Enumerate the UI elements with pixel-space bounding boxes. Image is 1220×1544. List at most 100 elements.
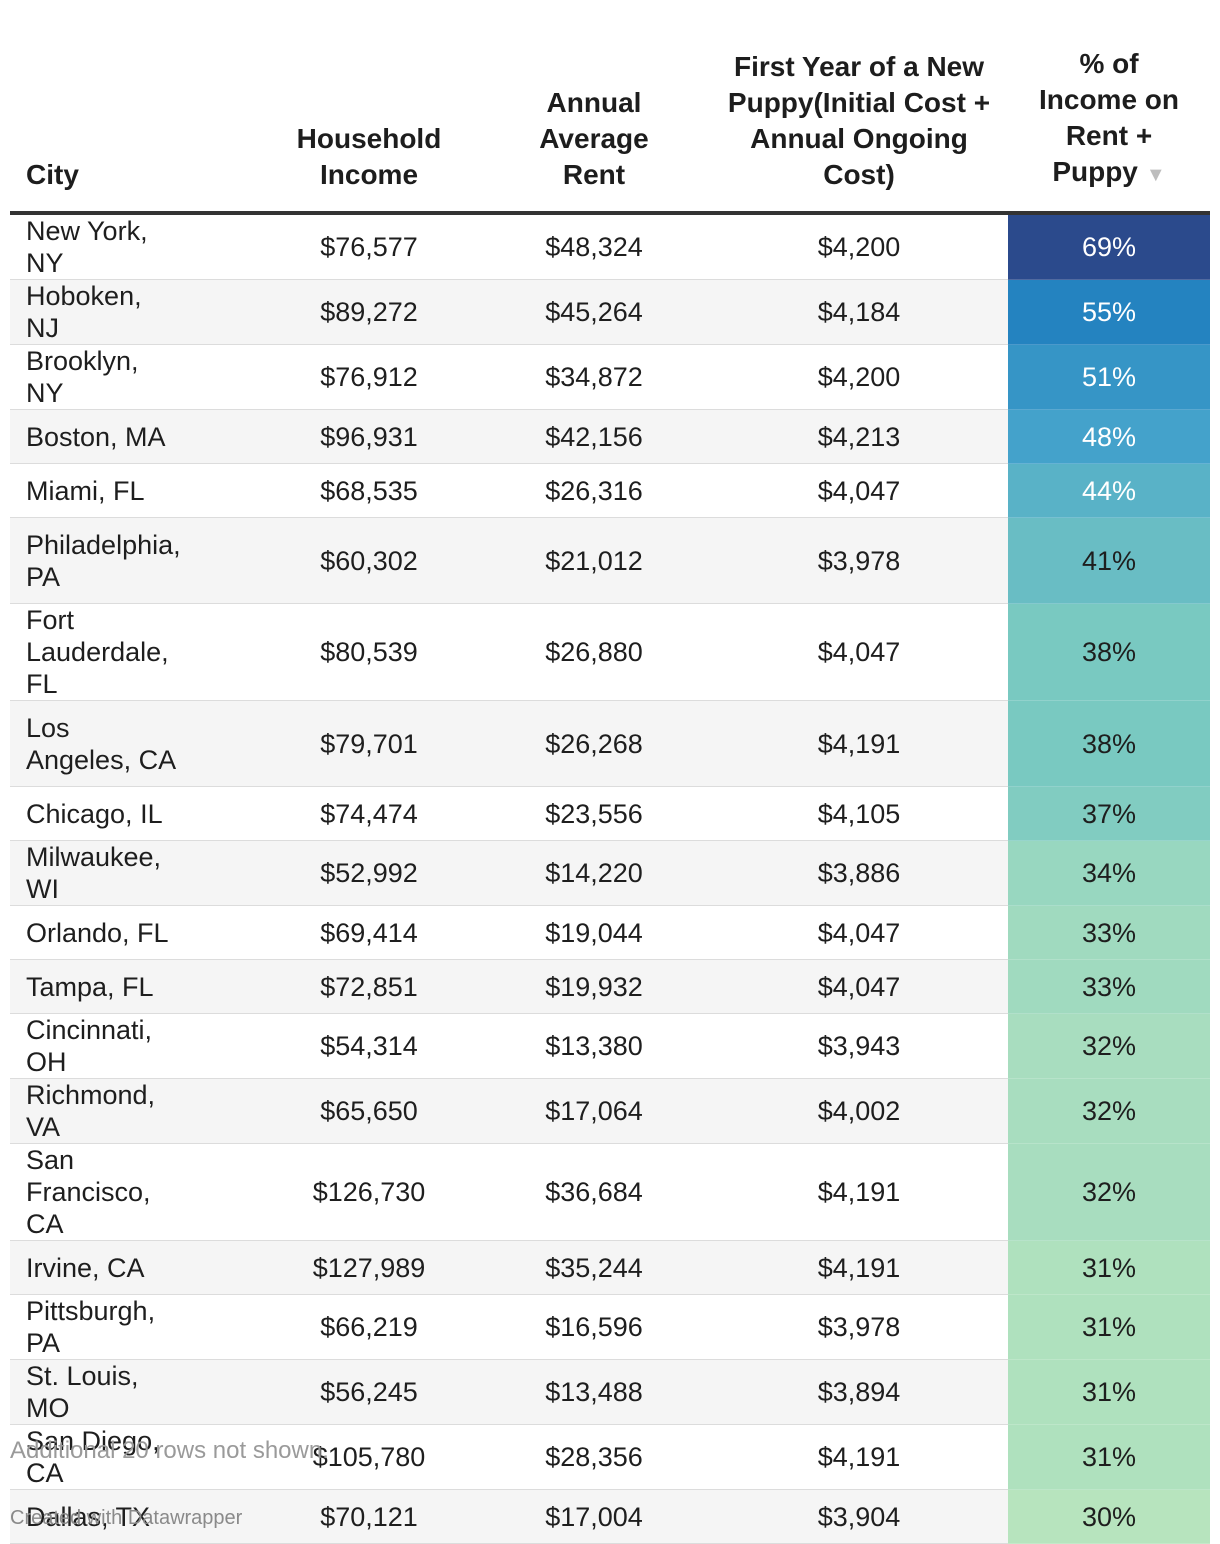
cell-pct-income: 51% [1008,344,1210,410]
table-row: Milwaukee, WI $52,992 $14,220 $3,886 34% [10,840,1210,906]
cell-annual-average-rent: $48,324 [478,213,710,280]
cell-first-year-puppy: $3,943 [710,1013,1008,1079]
cell-first-year-puppy: $4,047 [710,905,1008,960]
cell-first-year-puppy: $3,978 [710,517,1008,604]
cell-pct-income: 34% [1008,840,1210,906]
cell-first-year-puppy: $4,200 [710,344,1008,410]
cell-household-income: $105,780 [260,1424,478,1490]
cell-first-year-puppy: $4,191 [710,1240,1008,1295]
table-row: Richmond, VA $65,650 $17,064 $4,002 32% [10,1078,1210,1144]
cell-city: Irvine, CA [10,1240,260,1295]
column-header-first-year-puppy[interactable]: First Year of a New Puppy(Initial Cost +… [710,0,1008,215]
cell-pct-income: 41% [1008,517,1210,604]
table-row: Chicago, IL $74,474 $23,556 $4,105 37% [10,786,1210,841]
cell-household-income: $60,302 [260,517,478,604]
cell-annual-average-rent: $13,380 [478,1013,710,1079]
cell-first-year-puppy: $3,904 [710,1489,1008,1544]
cell-annual-average-rent: $21,012 [478,517,710,604]
cell-pct-income: 33% [1008,905,1210,960]
cell-annual-average-rent: $16,596 [478,1294,710,1360]
cell-first-year-puppy: $3,886 [710,840,1008,906]
cell-first-year-puppy: $4,002 [710,1078,1008,1144]
column-header-pct-income[interactable]: % of Income on Rent + Puppy ▼ [1008,0,1210,215]
cell-household-income: $79,701 [260,700,478,787]
cell-household-income: $65,650 [260,1078,478,1144]
table-row: San Francisco, CA $126,730 $36,684 $4,191 32… [10,1143,1210,1241]
cell-city: San Francisco, CA [10,1143,260,1241]
cell-household-income: $126,730 [260,1143,478,1241]
cell-annual-average-rent: $26,316 [478,463,710,518]
cell-city: Philadelphia, PA [10,517,260,604]
cell-household-income: $56,245 [260,1359,478,1425]
cell-household-income: $52,992 [260,840,478,906]
cell-city: Boston, MA [10,409,260,464]
cell-city: Los Angeles, CA [10,700,260,787]
cell-annual-average-rent: $42,156 [478,409,710,464]
cell-city: Richmond, VA [10,1078,260,1144]
cell-pct-income: 31% [1008,1359,1210,1425]
table-body: New York, NY $76,577 $48,324 $4,200 69% Hobok… [10,213,1210,1544]
cell-annual-average-rent: $36,684 [478,1143,710,1241]
cell-annual-average-rent: $17,004 [478,1489,710,1544]
cell-city: Fort Lauderdale, FL [10,603,260,701]
cell-household-income: $72,851 [260,959,478,1014]
cell-pct-income: 31% [1008,1240,1210,1295]
column-header-label: Annual Average Rent [539,87,649,190]
cell-city: Miami, FL [10,463,260,518]
table-row: Cincinnati, OH $54,314 $13,380 $3,943 32% [10,1013,1210,1079]
cell-household-income: $54,314 [260,1013,478,1079]
cell-pct-income: 38% [1008,603,1210,701]
column-header-label: First Year of a New Puppy(Initial Cost +… [727,51,991,190]
cell-city: Cincinnati, OH [10,1013,260,1079]
table-row: Philadelphia, PA $60,302 $21,012 $3,978 41% [10,517,1210,604]
table-row: Brooklyn, NY $76,912 $34,872 $4,200 51% [10,344,1210,410]
table-row: San Diego, CA $105,780 $28,356 $4,191 31% [10,1424,1210,1490]
table-row: Orlando, FL $69,414 $19,044 $4,047 33% [10,905,1210,960]
data-table: City Household Income Annual Average Ren… [10,0,1210,1544]
cell-city: Orlando, FL [10,905,260,960]
cell-city: Tampa, FL [10,959,260,1014]
cell-household-income: $127,989 [260,1240,478,1295]
cell-annual-average-rent: $35,244 [478,1240,710,1295]
column-header-annual-average-rent[interactable]: Annual Average Rent [478,0,710,215]
cell-annual-average-rent: $19,932 [478,959,710,1014]
cell-first-year-puppy: $4,191 [710,1143,1008,1241]
cell-first-year-puppy: $4,213 [710,409,1008,464]
cell-first-year-puppy: $4,184 [710,279,1008,345]
table-row: Irvine, CA $127,989 $35,244 $4,191 31% [10,1240,1210,1295]
cell-city: Brooklyn, NY [10,344,260,410]
cell-first-year-puppy: $4,047 [710,603,1008,701]
cell-first-year-puppy: $4,105 [710,786,1008,841]
cell-annual-average-rent: $19,044 [478,905,710,960]
cell-pct-income: 31% [1008,1294,1210,1360]
cell-pct-income: 32% [1008,1013,1210,1079]
cell-household-income: $76,912 [260,344,478,410]
cell-pct-income: 32% [1008,1078,1210,1144]
cell-annual-average-rent: $13,488 [478,1359,710,1425]
cell-annual-average-rent: $28,356 [478,1424,710,1490]
cell-city: San Diego, CA [10,1424,260,1490]
cell-pct-income: 44% [1008,463,1210,518]
column-header-city[interactable]: City [10,0,260,215]
table-row: Dallas, TX $70,121 $17,004 $3,904 30% [10,1489,1210,1544]
cell-pct-income: 30% [1008,1489,1210,1544]
cell-annual-average-rent: $34,872 [478,344,710,410]
cell-city: Hoboken, NJ [10,279,260,345]
cell-household-income: $89,272 [260,279,478,345]
cell-pct-income: 33% [1008,959,1210,1014]
cell-household-income: $70,121 [260,1489,478,1544]
table-row: Boston, MA $96,931 $42,156 $4,213 48% [10,409,1210,464]
cell-first-year-puppy: $4,200 [710,213,1008,280]
cell-city: Pittsburgh, PA [10,1294,260,1360]
column-header-household-income[interactable]: Household Income [260,0,478,215]
sort-descending-icon[interactable]: ▼ [1145,164,1166,186]
cell-city: Milwaukee, WI [10,840,260,906]
cell-household-income: $80,539 [260,603,478,701]
header-row: City Household Income Annual Average Ren… [10,0,1210,215]
cell-first-year-puppy: $4,191 [710,1424,1008,1490]
cell-household-income: $96,931 [260,409,478,464]
cell-household-income: $76,577 [260,213,478,280]
cell-city: Dallas, TX [10,1489,260,1544]
cell-pct-income: 48% [1008,409,1210,464]
table-row: Los Angeles, CA $79,701 $26,268 $4,191 38% [10,700,1210,787]
